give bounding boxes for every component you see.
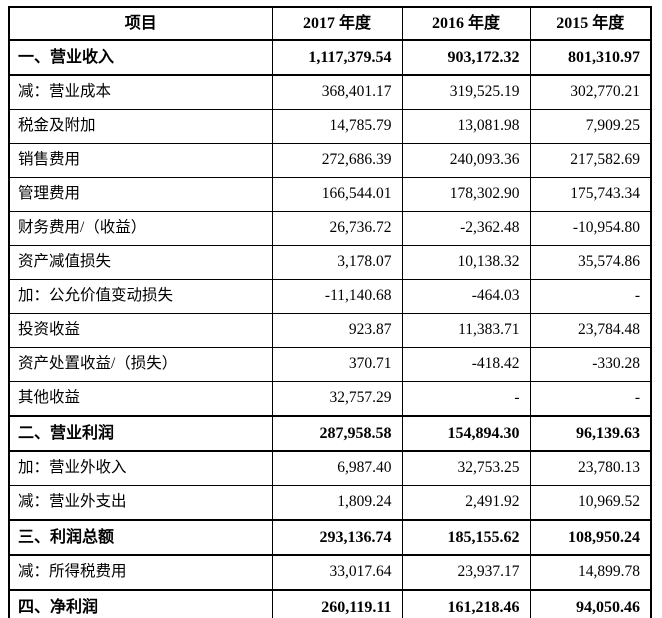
value-cell: 166,544.01 [271,177,403,212]
value-cell: 154,894.30 [401,415,531,452]
row-label: 二、营业利润 [8,415,273,452]
value-cell: 903,172.32 [401,39,531,76]
value-cell: 33,017.64 [271,554,403,591]
row-label: 一、营业收入 [8,39,273,76]
value-cell: 161,218.46 [401,589,531,618]
value-cell: 801,310.97 [529,39,652,76]
value-cell: 23,784.48 [529,313,652,348]
col-header-2016: 2016 年度 [401,6,531,41]
value-cell: 302,770.21 [529,74,652,110]
value-cell: 14,785.79 [271,109,403,144]
value-cell: 2,491.92 [401,485,531,521]
income-statement-table: 项目 2017 年度 2016 年度 2015 年度 一、营业收入 1,117,3… [8,6,652,618]
row-label: 管理费用 [8,177,273,212]
row-label: 财务费用/（收益） [8,211,273,246]
value-cell: 217,582.69 [529,143,652,178]
row-label: 投资收益 [8,313,273,348]
row-label: 销售费用 [8,143,273,178]
value-cell: - [401,381,531,417]
value-cell: 108,950.24 [529,519,652,556]
value-cell: 32,753.25 [401,450,531,486]
value-cell: 293,136.74 [271,519,403,556]
value-cell: 7,909.25 [529,109,652,144]
table-body: 一、营业收入 1,117,379.54 903,172.32 801,310.97 减：… [8,39,652,618]
row-label: 减：营业成本 [8,74,273,110]
row-label: 加：公允价值变动损失 [8,279,273,314]
table-row: 四、净利润 260,119.11 161,218.46 94,050.46 [8,589,652,618]
value-cell: 94,050.46 [529,589,652,618]
value-cell: 32,757.29 [271,381,403,417]
table-row: 二、营业利润 287,958.58 154,894.30 96,139.63 [8,415,652,452]
value-cell: 1,117,379.54 [271,39,403,76]
value-cell: 6,987.40 [271,450,403,486]
value-cell: 370.71 [271,347,403,382]
table-row: 三、利润总额 293,136.74 185,155.62 108,950.24 [8,519,652,556]
table-row: 投资收益 923.87 11,383.71 23,784.48 [8,313,652,348]
value-cell: 3,178.07 [271,245,403,280]
header-row: 项目 2017 年度 2016 年度 2015 年度 [8,6,652,41]
value-cell: 272,686.39 [271,143,403,178]
value-cell: 26,736.72 [271,211,403,246]
value-cell: 178,302.90 [401,177,531,212]
value-cell: -11,140.68 [271,279,403,314]
value-cell: 14,899.78 [529,554,652,591]
table-row: 减：营业外支出 1,809.24 2,491.92 10,969.52 [8,485,652,521]
value-cell: 11,383.71 [401,313,531,348]
value-cell: -2,362.48 [401,211,531,246]
table-row: 管理费用 166,544.01 178,302.90 175,743.34 [8,177,652,212]
value-cell: -418.42 [401,347,531,382]
value-cell: - [529,381,652,417]
value-cell: 13,081.98 [401,109,531,144]
value-cell: 35,574.86 [529,245,652,280]
row-label: 其他收益 [8,381,273,417]
value-cell: - [529,279,652,314]
table-row: 资产减值损失 3,178.07 10,138.32 35,574.86 [8,245,652,280]
value-cell: 1,809.24 [271,485,403,521]
table-row: 销售费用 272,686.39 240,093.36 217,582.69 [8,143,652,178]
table-row: 加：营业外收入 6,987.40 32,753.25 23,780.13 [8,450,652,486]
value-cell: 23,937.17 [401,554,531,591]
col-header-2017: 2017 年度 [271,6,403,41]
table-row: 减：所得税费用 33,017.64 23,937.17 14,899.78 [8,554,652,591]
value-cell: 96,139.63 [529,415,652,452]
value-cell: 287,958.58 [271,415,403,452]
value-cell: 175,743.34 [529,177,652,212]
value-cell: 260,119.11 [271,589,403,618]
value-cell: 185,155.62 [401,519,531,556]
value-cell: 319,525.19 [401,74,531,110]
table-row: 税金及附加 14,785.79 13,081.98 7,909.25 [8,109,652,144]
row-label: 资产处置收益/（损失） [8,347,273,382]
row-label: 四、净利润 [8,589,273,618]
value-cell: -464.03 [401,279,531,314]
value-cell: 23,780.13 [529,450,652,486]
row-label: 减：营业外支出 [8,485,273,521]
table-row: 减：营业成本 368,401.17 319,525.19 302,770.21 [8,74,652,110]
value-cell: 923.87 [271,313,403,348]
table-row: 加：公允价值变动损失 -11,140.68 -464.03- [8,279,652,314]
row-label: 减：所得税费用 [8,554,273,591]
table-row: 其他收益 32,757.29- - [8,381,652,417]
row-label: 税金及附加 [8,109,273,144]
value-cell: -10,954.80 [529,211,652,246]
value-cell: 368,401.17 [271,74,403,110]
row-label: 资产减值损失 [8,245,273,280]
col-header-2015: 2015 年度 [529,6,652,41]
table-row: 财务费用/（收益） 26,736.72 -2,362.48 -10,954.80 [8,211,652,246]
row-label: 加：营业外收入 [8,450,273,486]
value-cell: 10,969.52 [529,485,652,521]
table-row: 一、营业收入 1,117,379.54 903,172.32 801,310.97 [8,39,652,76]
value-cell: -330.28 [529,347,652,382]
table-row: 资产处置收益/（损失） 370.71 -418.42 -330.28 [8,347,652,382]
row-label: 三、利润总额 [8,519,273,556]
value-cell: 10,138.32 [401,245,531,280]
value-cell: 240,093.36 [401,143,531,178]
col-header-item: 项目 [8,6,273,41]
